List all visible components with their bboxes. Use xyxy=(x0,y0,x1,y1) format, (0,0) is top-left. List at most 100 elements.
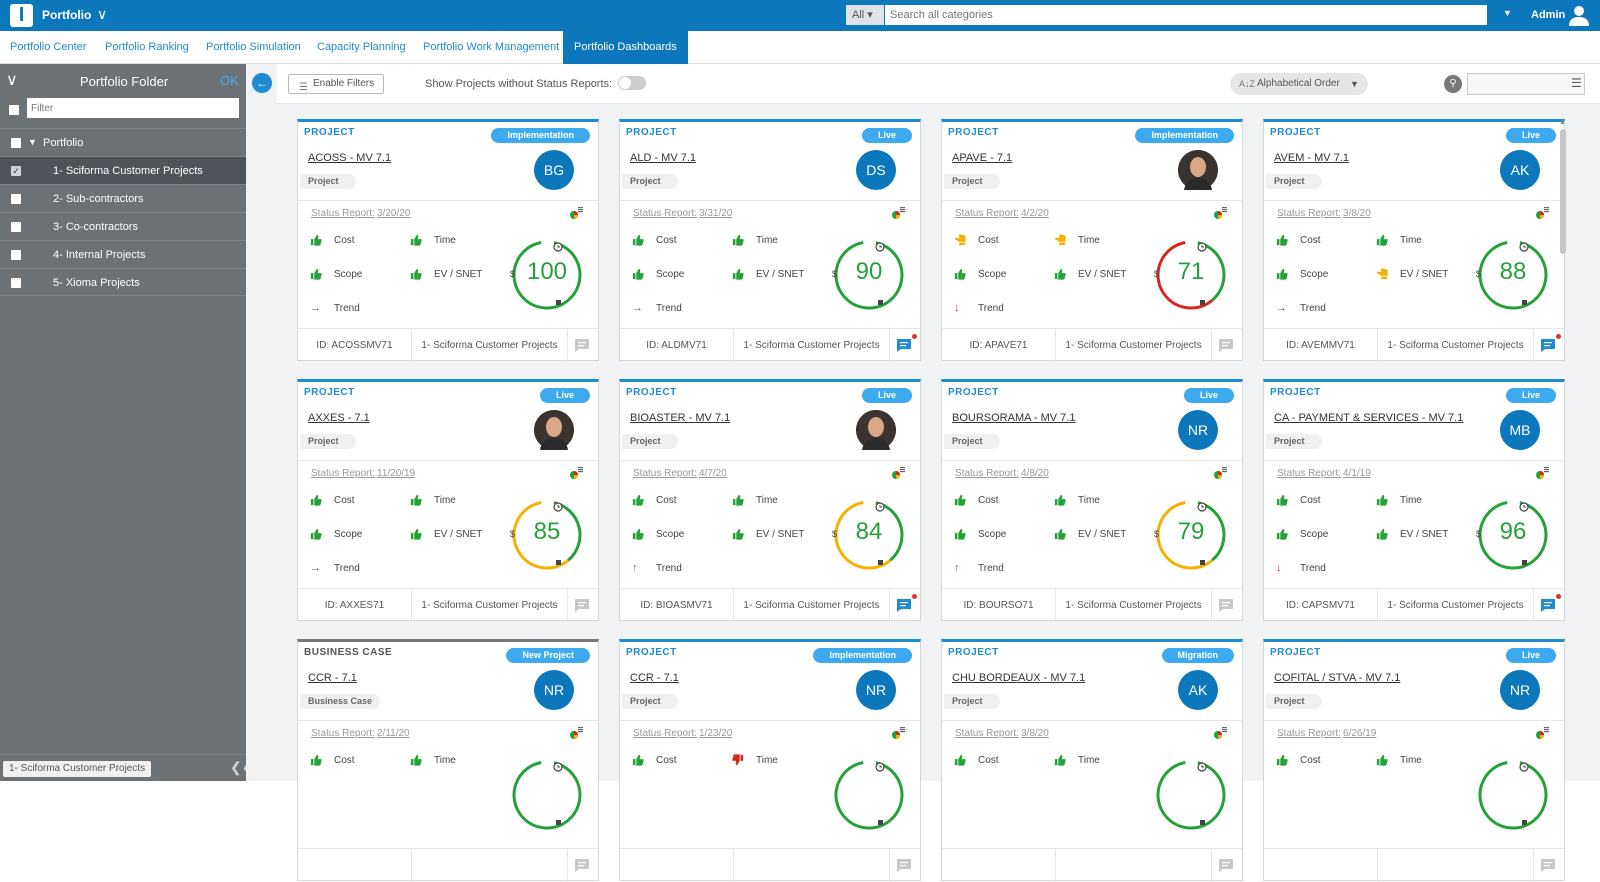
search-dropdown-icon[interactable]: ▼ xyxy=(1503,8,1512,18)
project-name-link[interactable]: BOURSORAMA - MV 7.1 xyxy=(952,412,1076,424)
comment-icon[interactable] xyxy=(896,337,912,353)
project-card[interactable]: PROJECT Live ALD - MV 7.1 Project DS Status R… xyxy=(619,119,921,362)
sidebar-item-internal-projects[interactable]: 4- Internal Projects xyxy=(0,240,246,268)
comment-icon[interactable] xyxy=(1218,597,1234,613)
project-name-link[interactable]: COFITAL / STVA - MV 7.1 xyxy=(1274,672,1401,684)
comment-icon[interactable] xyxy=(1218,337,1234,353)
chart-icon[interactable] xyxy=(569,206,583,220)
status-report-date[interactable]: 1/23/20 xyxy=(699,728,733,739)
project-card[interactable]: BUSINESS CASE New Project CCR - 7.1 Busines… xyxy=(297,639,599,882)
scroll-thumb[interactable] xyxy=(1560,129,1566,254)
comment-icon[interactable] xyxy=(574,337,590,353)
status-report-link[interactable]: Status Report: xyxy=(633,468,697,479)
comment-icon[interactable] xyxy=(574,597,590,613)
project-name-link[interactable]: APAVE - 7.1 xyxy=(952,152,1013,164)
show-without-status-toggle[interactable] xyxy=(618,76,646,90)
status-report-date[interactable]: 6/26/19 xyxy=(1343,728,1377,739)
project-name-link[interactable]: CA - PAYMENT & SERVICES - MV 7.1 xyxy=(1274,412,1464,424)
user-name[interactable]: Admin xyxy=(1531,9,1566,21)
status-report-date[interactable]: 3/8/20 xyxy=(1343,208,1371,219)
status-report-link[interactable]: Status Report: xyxy=(311,728,375,739)
sidebar-item-sciforma-customer-projects[interactable]: ✓ 1- Sciforma Customer Projects xyxy=(0,156,246,184)
avatar-photo[interactable] xyxy=(534,410,574,450)
menu-icon[interactable]: ☰ xyxy=(1571,76,1582,90)
back-arrow-icon[interactable]: ← xyxy=(252,73,272,93)
avatar[interactable]: NR xyxy=(534,670,574,710)
tab-capacity-planning[interactable]: Capacity Planning xyxy=(317,41,406,53)
search-icon[interactable]: ⚲ xyxy=(1444,75,1462,93)
status-report-link[interactable]: Status Report: xyxy=(633,728,697,739)
chart-icon[interactable] xyxy=(1535,206,1549,220)
comment-icon[interactable] xyxy=(1218,857,1234,873)
status-report-date[interactable]: 3/8/20 xyxy=(1021,728,1049,739)
status-report-date[interactable]: 4/2/20 xyxy=(1021,208,1049,219)
tree-checkbox[interactable] xyxy=(11,278,21,288)
chart-icon[interactable] xyxy=(891,726,905,740)
project-card[interactable]: PROJECT Live BOURSORAMA - MV 7.1 Project NR S… xyxy=(941,379,1243,622)
chart-icon[interactable] xyxy=(569,466,583,480)
enable-filters-button[interactable]: ☰ Enable Filters xyxy=(288,74,384,94)
avatar[interactable]: MB xyxy=(1500,410,1540,450)
tree-checkbox[interactable] xyxy=(11,194,21,204)
project-card[interactable]: PROJECT Live CA - PAYMENT & SERVICES - MV … xyxy=(1263,379,1565,622)
chart-icon[interactable] xyxy=(1535,466,1549,480)
ok-button[interactable]: OK xyxy=(220,73,239,88)
project-name-link[interactable]: BIOASTER - MV 7.1 xyxy=(630,412,731,424)
tab-portfolio-dashboards[interactable]: Portfolio Dashboards xyxy=(563,31,688,64)
chart-icon[interactable] xyxy=(1535,726,1549,740)
status-report-link[interactable]: Status Report: xyxy=(1277,468,1341,479)
status-report-link[interactable]: Status Report: xyxy=(311,468,375,479)
scrollbar[interactable]: ▲ xyxy=(1558,119,1568,781)
project-card[interactable]: PROJECT Live AVEM - MV 7.1 Project AK Status … xyxy=(1263,119,1565,362)
project-name-link[interactable]: AVEM - MV 7.1 xyxy=(1274,152,1349,164)
avatar[interactable]: BG xyxy=(534,150,574,190)
app-title[interactable]: Portfolio xyxy=(42,8,92,22)
project-name-link[interactable]: ACOSS - MV 7.1 xyxy=(308,152,392,164)
status-report-date[interactable]: 4/8/20 xyxy=(1021,468,1049,479)
project-name-link[interactable]: AXXES - 7.1 xyxy=(308,412,370,424)
scroll-up-icon[interactable]: ▲ xyxy=(1559,119,1566,126)
comment-icon[interactable] xyxy=(896,597,912,613)
avatar-photo[interactable] xyxy=(1178,150,1218,190)
avatar[interactable]: NR xyxy=(1178,410,1218,450)
chevron-down-icon[interactable]: ∨ xyxy=(97,6,108,22)
avatar-photo[interactable] xyxy=(856,410,896,450)
comment-icon[interactable] xyxy=(1540,857,1556,873)
tree-checkbox[interactable] xyxy=(11,138,21,148)
expand-arrow-icon[interactable]: ▼ xyxy=(28,137,37,147)
project-card[interactable]: PROJECT Implementation ACOSS - MV 7.1 Proje… xyxy=(297,119,599,362)
status-report-date[interactable]: 3/20/20 xyxy=(377,208,411,219)
avatar[interactable]: AK xyxy=(1178,670,1218,710)
project-card[interactable]: PROJECT Implementation APAVE - 7.1 Project … xyxy=(941,119,1243,362)
search-input[interactable] xyxy=(885,5,1487,25)
status-report-link[interactable]: Status Report: xyxy=(955,208,1019,219)
chart-icon[interactable] xyxy=(891,206,905,220)
avatar[interactable]: DS xyxy=(856,150,896,190)
status-report-date[interactable]: 11/20/19 xyxy=(377,468,416,479)
tab-portfolio-simulation[interactable]: Portfolio Simulation xyxy=(206,41,301,53)
project-name-link[interactable]: CCR - 7.1 xyxy=(630,672,679,684)
sidebar-item-co-contractors[interactable]: 3- Co-contractors xyxy=(0,212,246,240)
tab-portfolio-ranking[interactable]: Portfolio Ranking xyxy=(105,41,189,53)
status-report-link[interactable]: Status Report: xyxy=(311,208,375,219)
chart-icon[interactable] xyxy=(891,466,905,480)
avatar[interactable]: NR xyxy=(856,670,896,710)
chart-icon[interactable] xyxy=(1213,466,1227,480)
avatar[interactable]: NR xyxy=(1500,670,1540,710)
sidebar-item-xioma-projects[interactable]: 5- Xioma Projects xyxy=(0,268,246,296)
project-card[interactable]: PROJECT Live COFITAL / STVA - MV 7.1 Projec… xyxy=(1263,639,1565,882)
chart-icon[interactable] xyxy=(1213,726,1227,740)
status-report-date[interactable]: 4/1/19 xyxy=(1343,468,1371,479)
project-card[interactable]: PROJECT Implementation CCR - 7.1 Project NR S… xyxy=(619,639,921,882)
project-name-link[interactable]: CHU BORDEAUX - MV 7.1 xyxy=(952,672,1086,684)
project-name-link[interactable]: CCR - 7.1 xyxy=(308,672,357,684)
dashboard-search-input[interactable] xyxy=(1467,73,1585,95)
tree-checkbox[interactable] xyxy=(11,222,21,232)
comment-icon[interactable] xyxy=(1540,597,1556,613)
status-report-date[interactable]: 3/31/20 xyxy=(699,208,733,219)
user-icon[interactable] xyxy=(1568,4,1590,26)
tree-root-portfolio[interactable]: ▼ Portfolio xyxy=(0,128,246,156)
status-report-link[interactable]: Status Report: xyxy=(955,468,1019,479)
status-report-date[interactable]: 2/11/20 xyxy=(377,728,410,739)
folder-filter-input[interactable] xyxy=(27,98,239,118)
